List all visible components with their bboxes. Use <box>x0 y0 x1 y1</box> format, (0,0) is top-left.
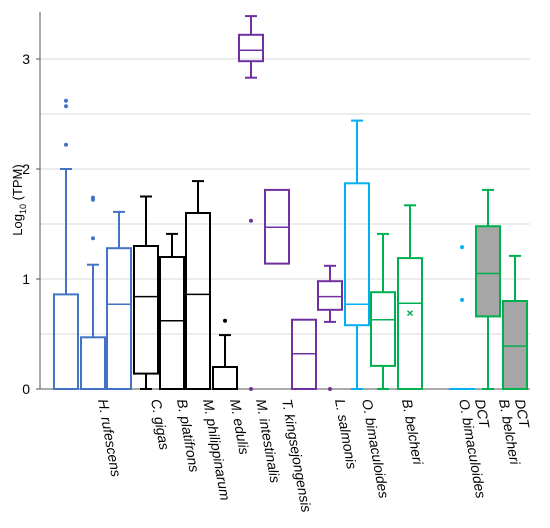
box-item <box>53 98 79 390</box>
y-axis-label: Log10 (TPM) <box>10 164 28 235</box>
outlier-point <box>460 297 464 302</box>
series-group <box>291 264 343 391</box>
y-tick-label: 1 <box>22 271 30 287</box>
box-rect <box>185 212 211 390</box>
series-group <box>264 188 290 265</box>
x-category-label: L. salmonis <box>332 398 360 471</box>
outlier-point <box>249 218 253 223</box>
y-axis-label-subscript: 10 <box>18 204 28 214</box>
box-item <box>397 204 423 390</box>
x-category-label: O. bimaculoides <box>359 398 392 500</box>
x-category-label: M. intestinalis <box>253 398 283 484</box>
gridlines <box>40 58 530 335</box>
box-item <box>502 254 528 390</box>
box-rect <box>238 33 264 63</box>
y-tick-label: 0 <box>22 381 30 397</box>
x-category-label: M. philippinarum <box>200 398 234 502</box>
x-category-label: DCT <box>472 398 493 431</box>
series-group <box>449 245 475 391</box>
y-axis-title: Log10 (TPM) <box>10 164 28 235</box>
outlier-point <box>223 318 227 323</box>
box-rect <box>133 245 159 375</box>
x-category-label: M. edulis <box>227 398 252 456</box>
outlier-point <box>91 236 95 241</box>
box-item <box>185 180 211 390</box>
box-rect <box>53 293 79 390</box>
box-rect <box>344 182 370 327</box>
box-item <box>80 195 106 390</box>
y-axis-label-tail: (TPM) <box>10 164 25 204</box>
box-rect <box>475 225 501 318</box>
series-group <box>159 232 185 390</box>
x-category-label: B. belcheri <box>399 398 426 467</box>
box-item <box>344 119 370 390</box>
series-group <box>185 180 211 390</box>
series-group <box>475 188 528 390</box>
axes: 0 1 2 3 <box>22 12 530 397</box>
outlier-point <box>64 98 68 103</box>
box-item <box>238 15 264 391</box>
box-rect <box>397 257 423 390</box>
series-group <box>344 119 370 390</box>
box-rect <box>212 366 238 390</box>
box-rect <box>106 247 132 390</box>
box-rect <box>317 280 343 311</box>
outlier-point <box>328 387 332 391</box>
series-group <box>238 15 264 391</box>
y-axis-label-main: Log <box>10 214 25 236</box>
box-item <box>159 232 185 390</box>
x-category-label: T. kingsejongensis <box>279 398 315 514</box>
mean-marker <box>406 310 414 317</box>
y-tick-label: 3 <box>22 51 30 67</box>
y-tick-label: 2 <box>22 161 30 177</box>
series-group <box>212 318 238 390</box>
box-rect <box>370 291 396 367</box>
box-rect <box>80 336 106 390</box>
outlier-point <box>249 387 253 391</box>
series-group <box>133 195 159 390</box>
box-item <box>370 232 396 390</box>
box-item <box>291 318 317 391</box>
box-item <box>133 195 159 390</box>
box-item <box>264 188 290 265</box>
box-item <box>449 245 475 391</box>
outlier-point <box>91 195 95 200</box>
outlier-point <box>64 104 68 109</box>
x-category-label: B. platifrons <box>174 398 203 474</box>
box-item <box>212 318 238 390</box>
box-item <box>475 188 501 390</box>
x-category-label: DCT <box>512 398 533 431</box>
x-category-label: H. rufescens <box>95 398 124 478</box>
box-item <box>106 210 132 390</box>
box-item <box>317 264 343 391</box>
outlier-point <box>64 142 68 147</box>
series-group <box>370 204 423 390</box>
outlier-point <box>460 245 464 250</box>
box-series <box>53 15 528 391</box>
box-rect <box>159 256 185 390</box>
x-category-label: C. gigas <box>148 398 173 451</box>
series-group <box>53 98 132 390</box>
box-rect <box>502 300 528 390</box>
